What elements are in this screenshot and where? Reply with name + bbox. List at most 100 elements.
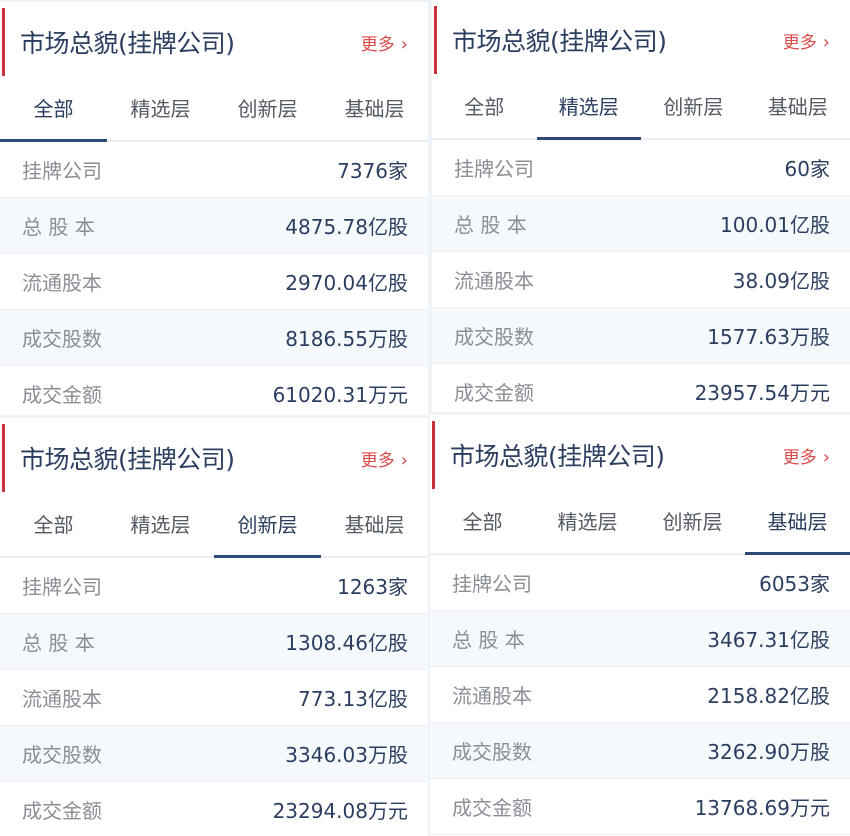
tier-tabs: 全部 精选层 创新层 基础层 xyxy=(0,494,428,558)
tab-innovation[interactable]: 创新层 xyxy=(237,97,298,121)
stats-list: 挂牌公司 60家总 股 本 100.01亿股 流通股本 38.09亿股 成交股数 1577.… xyxy=(432,140,850,412)
stat-value: 38.09亿股 xyxy=(732,269,830,293)
tab-innovation[interactable]: 创新层 xyxy=(662,510,723,534)
stat-label: 成交股数 xyxy=(22,743,102,767)
stat-value: 773.13亿股 xyxy=(298,687,408,711)
stat-label: 成交股数 xyxy=(452,740,532,764)
stat-row: 总 股 本 1308.46亿股 xyxy=(0,614,428,670)
more-label: 更多 xyxy=(782,448,817,468)
stat-row: 成交金额 13768.69万元 xyxy=(430,779,850,835)
stat-row: 成交金额 61020.31万元 xyxy=(0,366,428,415)
market-overview-panel: 市场总貌(挂牌公司) 更多 › 全部 精选层 创新层 基础层挂牌公司 1263家总 股 本 13… xyxy=(0,418,428,836)
tab-basic[interactable]: 基础层 xyxy=(745,491,850,555)
more-link[interactable]: 更多 › xyxy=(361,30,408,55)
more-link[interactable]: 更多 › xyxy=(783,443,830,468)
tab-select[interactable]: 精选层 xyxy=(130,513,191,537)
stat-row: 成交金额 23957.54万元 xyxy=(432,364,850,412)
chevron-right-icon: › xyxy=(400,450,408,471)
stat-row: 成交股数 1577.63万股 xyxy=(432,308,850,364)
more-link[interactable]: 更多 › xyxy=(783,28,830,53)
stat-row: 总 股 本 100.01亿股 xyxy=(432,196,850,252)
stat-value: 100.01亿股 xyxy=(720,213,830,237)
stat-label: 挂牌公司 xyxy=(452,572,532,596)
tab-select[interactable]: 精选层 xyxy=(557,510,618,534)
more-label: 更多 xyxy=(360,451,395,471)
stat-label: 总 股 本 xyxy=(454,213,527,237)
stat-value: 1263家 xyxy=(337,575,408,599)
stat-row: 流通股本 773.13亿股 xyxy=(0,670,428,726)
stat-value: 2970.04亿股 xyxy=(285,271,408,295)
stat-label: 流通股本 xyxy=(22,687,102,711)
stat-label: 流通股本 xyxy=(452,684,532,708)
stat-row: 成交股数 3346.03万股 xyxy=(0,726,428,782)
panel-header: 市场总貌(挂牌公司) 更多 › xyxy=(0,2,428,78)
accent-bar xyxy=(2,8,5,76)
stat-value: 8186.55万股 xyxy=(285,327,408,351)
more-label: 更多 xyxy=(360,35,395,55)
stat-value: 1308.46亿股 xyxy=(285,631,408,655)
stat-row: 流通股本 38.09亿股 xyxy=(432,252,850,308)
stat-value: 23294.08万元 xyxy=(272,799,408,823)
stat-value: 60家 xyxy=(784,157,830,181)
accent-bar xyxy=(2,424,5,492)
stats-list: 挂牌公司 1263家总 股 本 1308.46亿股流通股本 773.13亿股成交股数 3… xyxy=(0,558,428,836)
panel-title: 市场总貌(挂牌公司) xyxy=(450,442,665,471)
panel-header: 市场总貌(挂牌公司) 更多 › xyxy=(432,0,850,76)
tab-basic[interactable]: 基础层 xyxy=(767,95,828,119)
panel-title: 市场总貌(挂牌公司) xyxy=(20,29,235,58)
stat-value: 23957.54万元 xyxy=(694,381,830,405)
market-overview-panel: 市场总貌(挂牌公司) 更多 › 全部 精选层 创新层 基础层挂牌公司 7376家总 股 本 48… xyxy=(0,2,428,415)
tab-basic[interactable]: 基础层 xyxy=(344,513,405,537)
stat-value: 13768.69万元 xyxy=(694,796,830,820)
tab-all[interactable]: 全部 xyxy=(33,513,74,537)
stat-value: 3467.31亿股 xyxy=(707,628,830,652)
stat-row: 流通股本 2970.04亿股 xyxy=(0,254,428,310)
tab-all[interactable]: 全部 xyxy=(462,510,503,534)
stat-label: 挂牌公司 xyxy=(22,159,102,183)
market-overview-panel: 市场总貌(挂牌公司) 更多 › 全部 精选层 创新层 基础层 挂牌公司 60家总 股 本 100.… xyxy=(432,0,850,412)
stat-label: 成交金额 xyxy=(454,381,534,405)
stat-label: 成交股数 xyxy=(22,327,102,351)
stat-row: 挂牌公司 7376家 xyxy=(0,142,428,198)
tab-innovation[interactable]: 创新层 xyxy=(663,95,724,119)
stat-row: 总 股 本 4875.78亿股 xyxy=(0,198,428,254)
stat-value: 2158.82亿股 xyxy=(707,684,830,708)
stat-value: 3346.03万股 xyxy=(285,743,408,767)
stat-label: 总 股 本 xyxy=(22,215,95,239)
tab-select[interactable]: 精选层 xyxy=(536,76,642,140)
market-overview-panel: 市场总貌(挂牌公司) 更多 › 全部 精选层 创新层 基础层挂牌公司 6053家总 股 本 34… xyxy=(430,415,850,836)
more-label: 更多 xyxy=(782,33,817,53)
tab-basic[interactable]: 基础层 xyxy=(344,97,405,121)
stat-label: 流通股本 xyxy=(454,269,534,293)
stat-value: 6053家 xyxy=(759,572,830,596)
stat-label: 成交股数 xyxy=(454,325,534,349)
panel-header: 市场总貌(挂牌公司) 更多 › xyxy=(430,415,850,491)
stat-value: 4875.78亿股 xyxy=(285,215,408,239)
stat-label: 挂牌公司 xyxy=(22,575,102,599)
tab-innovation[interactable]: 创新层 xyxy=(214,494,321,558)
stats-list: 挂牌公司 6053家总 股 本 3467.31亿股流通股本 2158.82亿股成交股数… xyxy=(430,555,850,835)
stat-row: 流通股本 2158.82亿股 xyxy=(430,667,850,723)
tab-all[interactable]: 全部 xyxy=(0,78,107,142)
stat-row: 总 股 本 3467.31亿股 xyxy=(430,611,850,667)
stat-row: 挂牌公司 1263家 xyxy=(0,558,428,614)
tab-select[interactable]: 精选层 xyxy=(130,97,191,121)
tier-tabs: 全部 精选层 创新层 基础层 xyxy=(430,491,850,555)
more-link[interactable]: 更多 › xyxy=(361,446,408,471)
stat-row: 成交股数 8186.55万股 xyxy=(0,310,428,366)
stat-value: 61020.31万元 xyxy=(272,383,408,407)
stat-value: 1577.63万股 xyxy=(707,325,830,349)
panel-title: 市场总貌(挂牌公司) xyxy=(20,445,235,474)
panel-title: 市场总貌(挂牌公司) xyxy=(452,27,667,56)
stat-label: 总 股 本 xyxy=(22,631,95,655)
stats-list: 挂牌公司 7376家总 股 本 4875.78亿股 流通股本 2970.04亿股 成交股数… xyxy=(0,142,428,415)
chevron-right-icon: › xyxy=(822,447,830,468)
tab-all[interactable]: 全部 xyxy=(464,95,505,119)
panel-header: 市场总貌(挂牌公司) 更多 › xyxy=(0,418,428,494)
stat-label: 总 股 本 xyxy=(452,628,525,652)
stat-row: 成交金额 23294.08万元 xyxy=(0,782,428,836)
tier-tabs: 全部 精选层 创新层 基础层 xyxy=(432,76,850,140)
accent-bar xyxy=(432,421,435,489)
tier-tabs: 全部 精选层 创新层 基础层 xyxy=(0,78,428,142)
stat-label: 成交金额 xyxy=(452,796,532,820)
